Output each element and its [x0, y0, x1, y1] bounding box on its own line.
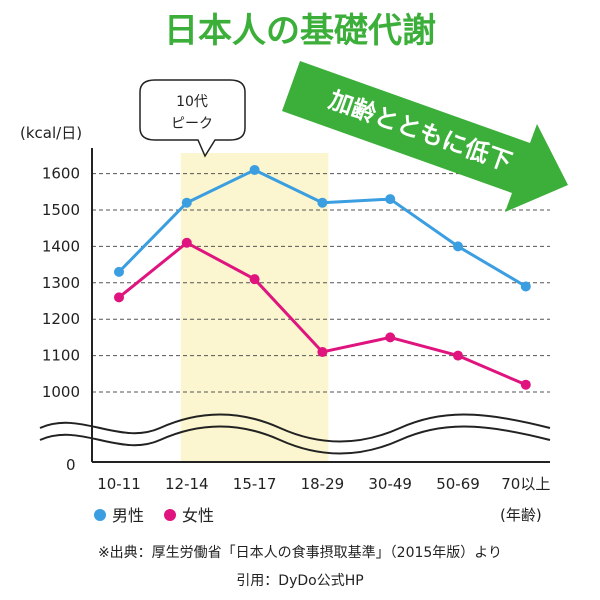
y-tick-labels: 1000 1100 1200 1300 1400 1500 1600	[42, 165, 80, 401]
y-axis-label: (kcal/日)	[20, 124, 82, 142]
callout-line1: 10代	[176, 94, 208, 110]
y-tick-label: 1400	[42, 237, 80, 255]
y-tick-label: 1200	[42, 310, 80, 328]
data-point-male	[385, 194, 396, 205]
y-tick-label: 1000	[42, 383, 80, 401]
chart-title: 日本人の基礎代謝	[164, 11, 436, 51]
legend: 男性 女性	[94, 506, 214, 525]
data-point-male	[114, 266, 124, 277]
x-tick-label: 18-29	[301, 475, 345, 493]
series-group	[114, 164, 531, 390]
y-tick-label: 1100	[42, 347, 80, 365]
data-point-male	[181, 197, 192, 208]
peak-callout: 10代 ピーク	[139, 79, 246, 158]
data-point-female	[181, 237, 192, 248]
legend-label-female: 女性	[182, 506, 214, 525]
x-tick-label: 12-14	[165, 475, 209, 493]
data-point-male	[249, 164, 260, 175]
callout-line2: ピーク	[171, 116, 213, 132]
credit-note: 引用：DyDo公式HP	[236, 573, 363, 589]
x-tick-label: 15-17	[233, 475, 277, 493]
x-tick-labels: 10-11 12-14 15-17 18-29 30-49 50-69 70以上	[97, 475, 550, 493]
x-tick-label: 10-11	[97, 475, 141, 493]
data-point-female	[385, 332, 396, 343]
data-point-female	[520, 379, 531, 390]
x-tick-label: 70以上	[501, 475, 550, 493]
data-point-male	[317, 197, 328, 208]
data-point-male	[453, 241, 463, 252]
data-point-male	[520, 281, 531, 292]
x-tick-label: 30-49	[368, 475, 412, 493]
legend-marker-male	[94, 509, 106, 521]
y-tick-label: 1600	[42, 165, 80, 183]
x-axis-label: (年齢)	[500, 506, 542, 524]
data-point-female	[114, 292, 124, 303]
data-point-female	[249, 274, 260, 285]
axis-break	[39, 413, 551, 455]
y-zero-label: 0	[66, 456, 76, 474]
data-point-female	[453, 350, 463, 361]
legend-marker-female	[164, 509, 176, 521]
source-note: ※出典：厚生労働省「日本人の食事摂取基準」（2015年版）より	[98, 544, 502, 561]
y-tick-label: 1300	[42, 274, 80, 292]
y-tick-label: 1500	[42, 201, 80, 219]
highlight-band	[180, 153, 329, 462]
x-tick-label: 50-69	[436, 475, 480, 493]
data-point-female	[317, 346, 328, 357]
legend-label-male: 男性	[112, 506, 144, 525]
